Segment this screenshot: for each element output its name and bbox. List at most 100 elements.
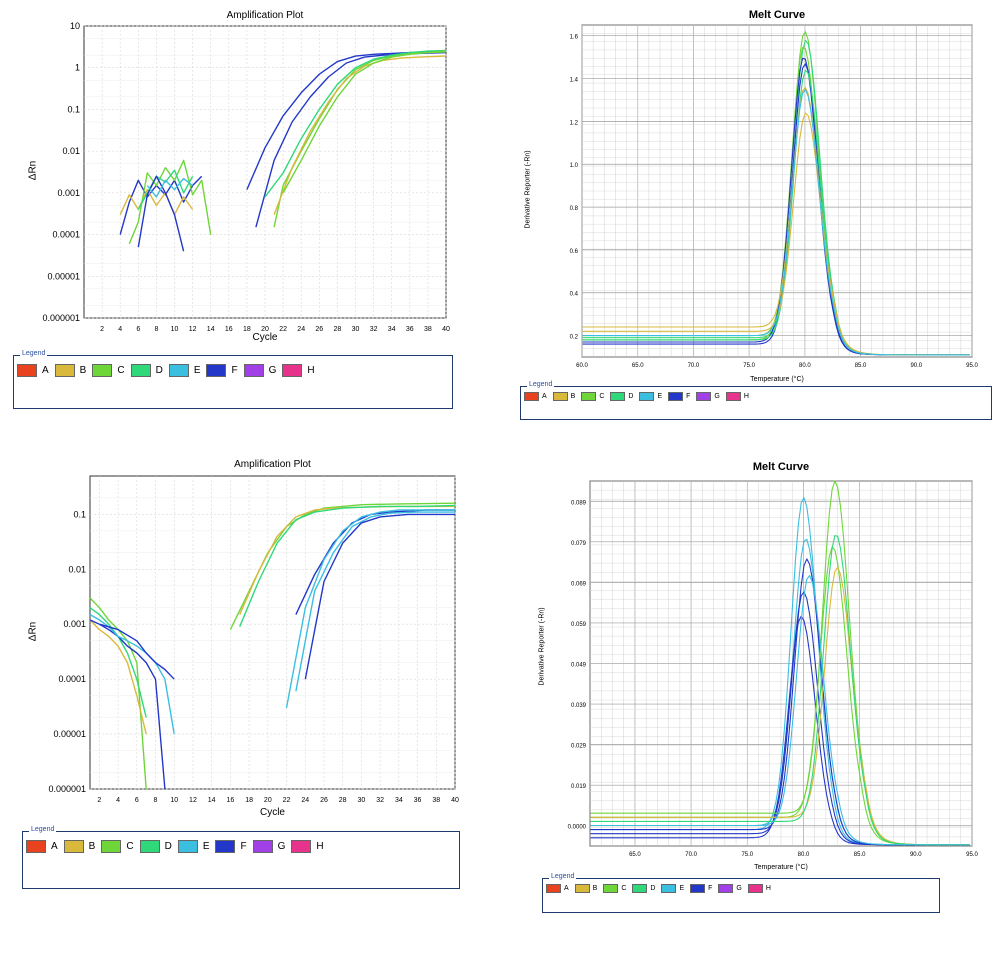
- legend-label: E: [193, 365, 201, 376]
- legend-label: B: [88, 841, 96, 852]
- legend-item-h: H: [725, 392, 749, 401]
- panel-a2: Amplification Plot A 2 24 6 8 10 12 14 16 18 20 22…: [0, 452, 480, 897]
- legend-swatch: [524, 392, 539, 401]
- legend-swatch: [747, 884, 763, 893]
- x-tick-label: 28: [339, 797, 347, 804]
- x-tick-label: 30: [352, 326, 360, 333]
- plot-area: [89, 475, 456, 790]
- y-tick-label: 0.00001: [53, 729, 86, 739]
- legend-swatch: [17, 364, 37, 377]
- x-tick-label: 38: [424, 326, 432, 333]
- legend-item-f: F: [206, 364, 238, 377]
- legend-item-b: B: [552, 392, 575, 401]
- x-tick-label: 40: [442, 326, 450, 333]
- x-tick-label: 2: [100, 326, 104, 333]
- legend-swatch: [177, 840, 198, 853]
- y-tick-label: 0.029: [571, 744, 587, 750]
- legend-item-b: B: [574, 884, 598, 893]
- x-tick-label: 20: [264, 797, 272, 804]
- legend-swatch: [546, 884, 561, 893]
- series-line: [89, 619, 166, 790]
- legend-title: Legend: [527, 381, 555, 388]
- x-tick-label: 85.0: [855, 363, 867, 369]
- x-tick-label: 85.0: [854, 852, 866, 858]
- x-tick-label: 75.0: [743, 363, 755, 369]
- legend-swatch: [130, 364, 151, 377]
- legend-item-c: C: [92, 364, 125, 377]
- x-tick-label: 14: [208, 797, 216, 804]
- x-tick-label: 6: [136, 326, 140, 333]
- series-line: [273, 55, 447, 215]
- y-tick-label: 0.2: [570, 335, 579, 341]
- legend-label: G: [736, 885, 742, 892]
- legend-label: G: [714, 393, 720, 400]
- legend-swatch: [92, 364, 113, 377]
- legend-swatch: [610, 392, 626, 401]
- legend-b2: Legend A B C D E F G H: [542, 873, 940, 913]
- y-tick-label: 0.001: [57, 188, 80, 198]
- legend-item-d: D: [139, 840, 172, 853]
- legend-label: B: [592, 885, 598, 892]
- series-line: [285, 509, 455, 709]
- legend-swatch: [632, 884, 648, 893]
- legend-label: A: [542, 393, 547, 400]
- legend-label: H: [307, 365, 315, 376]
- y-tick-label: 1.2: [570, 120, 579, 126]
- x-tick-label: 16: [225, 326, 233, 333]
- legend-label: D: [650, 885, 656, 892]
- legend-item-f: F: [215, 840, 247, 853]
- legend-swatch: [668, 392, 684, 401]
- legend-swatch: [168, 364, 189, 377]
- melt-peak-line: [590, 574, 970, 846]
- series-line: [304, 513, 455, 680]
- y-tick-label: 0.000001: [42, 313, 80, 323]
- y-tick-label: 0.0001: [52, 230, 80, 240]
- panel-b1: Melt Curve B1 60.065.070.075.080.085.090…: [510, 0, 999, 425]
- x-tick-label: 90.0: [910, 852, 922, 858]
- legend-item-a: A: [26, 840, 58, 853]
- legend-b1: Legend A B C D E F G H: [520, 381, 992, 420]
- series-line: [137, 169, 194, 210]
- y-tick-label: 0.069: [571, 581, 587, 587]
- series-line: [239, 504, 456, 627]
- legend-label: C: [117, 365, 125, 376]
- y-tick-label: 0.8: [570, 206, 579, 212]
- legend-label: F: [708, 885, 713, 892]
- series-line: [119, 188, 194, 216]
- x-tick-label: 22: [279, 326, 287, 333]
- legend-item-c: C: [581, 392, 604, 401]
- x-tick-label: 28: [334, 326, 342, 333]
- legend-swatch: [552, 392, 568, 401]
- x-tick-label: 4: [118, 326, 122, 333]
- legend-swatch: [661, 884, 677, 893]
- x-tick-label: 40: [451, 797, 459, 804]
- legend-item-f: F: [668, 392, 690, 401]
- x-tick-label: 2: [97, 797, 101, 804]
- legend-item-h: H: [291, 840, 324, 853]
- series-line: [99, 623, 175, 680]
- y-tick-label: 0.000001: [48, 784, 86, 794]
- series-line: [146, 177, 194, 198]
- x-axis-label: Cycle: [252, 332, 278, 343]
- x-tick-label: 22: [283, 797, 291, 804]
- legend-label: H: [316, 841, 324, 852]
- legend-label: C: [621, 885, 627, 892]
- x-tick-label: 10: [170, 797, 178, 804]
- legend-label: D: [164, 841, 172, 852]
- y-tick-label: 0.049: [571, 663, 587, 669]
- series-line: [89, 619, 147, 735]
- legend-a2: Legend A B C D E F G H: [22, 826, 460, 889]
- x-tick-label: 10: [171, 326, 179, 333]
- x-tick-label: 38: [432, 797, 440, 804]
- x-tick-label: 6: [135, 797, 139, 804]
- legend-item-a: A: [524, 392, 547, 401]
- legend-item-e: E: [639, 392, 662, 401]
- legend-item-h: H: [747, 884, 771, 893]
- x-tick-label: 14: [207, 326, 215, 333]
- y-axis-label: Derivative Reporter (-Rn): [538, 607, 546, 686]
- series-line: [264, 49, 447, 198]
- legend-label: D: [628, 393, 634, 400]
- legend-swatch: [139, 840, 160, 853]
- x-tick-label: 18: [243, 326, 251, 333]
- y-tick-label: 0.1: [73, 509, 86, 519]
